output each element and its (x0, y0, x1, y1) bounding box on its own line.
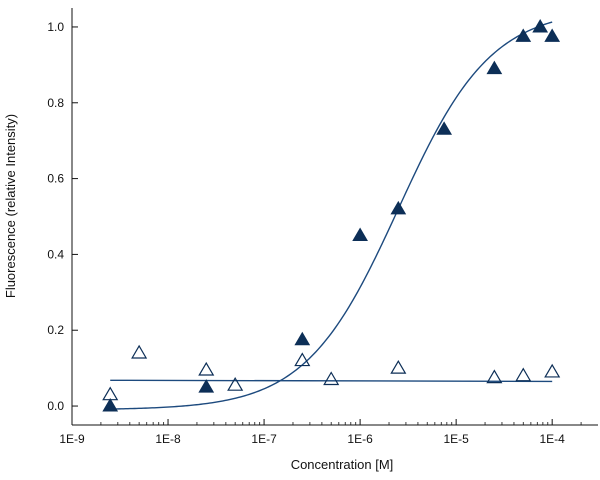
x-tick-label: 1E-6 (347, 432, 373, 446)
filled-triangle-point (436, 121, 453, 135)
sigmoid-fit-curve (110, 21, 553, 410)
open-triangle-point (544, 363, 561, 378)
y-tick-label: 0.2 (47, 323, 64, 337)
x-axis-label: Concentration [M] (291, 457, 394, 472)
y-tick-label: 0.6 (47, 172, 64, 186)
open-triangle-point (390, 359, 407, 374)
y-axis-label: Fluorescence (relative Intensity) (3, 114, 18, 298)
fit-curves (110, 21, 553, 410)
y-tick-label: 0.8 (47, 96, 64, 110)
y-tick-label: 1.0 (47, 20, 64, 34)
x-tick-label: 1E-8 (155, 432, 181, 446)
filled-triangle-point (390, 200, 407, 215)
y-tick-label: 0.0 (47, 399, 64, 413)
x-tick-label: 1E-4 (539, 432, 565, 446)
filled-triangle-point (544, 28, 561, 42)
x-tick-label: 1E-9 (59, 432, 85, 446)
filled-triangle-point (294, 331, 311, 346)
flat-fit-line (110, 379, 553, 383)
filled-triangle-point (198, 379, 215, 393)
filled-triangle-point (352, 227, 368, 241)
open-triangle-point (102, 386, 119, 401)
open-triangle-point (486, 369, 503, 384)
open-triangle-point (294, 352, 311, 367)
open-triangle-point (131, 344, 148, 359)
filled-triangle-point (102, 398, 119, 412)
data-points (102, 18, 561, 412)
y-tick-label: 0.4 (47, 247, 64, 261)
open-triangle-point (198, 361, 215, 376)
filled-triangle-point (515, 28, 532, 42)
axes: 0.0 0.2 0.4 0.6 0.8 1.0 1E-9 1E-8 1E-7 1E-6 1E-5 1E… (47, 8, 598, 446)
x-tick-label: 1E-7 (251, 432, 277, 446)
filled-triangle-point (532, 18, 549, 33)
open-triangle-point (515, 367, 532, 382)
open-triangle-point (323, 371, 340, 386)
filled-triangle-point (486, 60, 503, 75)
open-triangle-point (227, 377, 244, 391)
x-tick-label: 1E-5 (443, 432, 469, 446)
